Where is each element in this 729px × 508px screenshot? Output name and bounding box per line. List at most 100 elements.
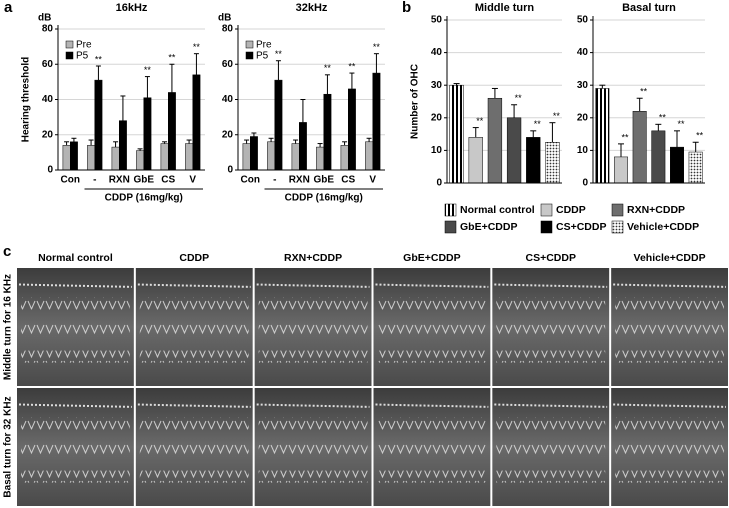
significance-label: ** [168, 53, 176, 63]
legend-swatch [65, 40, 74, 49]
column-header: RXN+CDDP [284, 252, 342, 264]
chart-title: 16kHz [116, 2, 148, 14]
panel-label: c [3, 243, 11, 260]
legend-swatch [540, 220, 553, 234]
legend-label: Pre [256, 40, 272, 51]
column-header: CS+CDDP [526, 252, 576, 264]
y-tick-label: 80 [222, 24, 234, 35]
bar [316, 146, 324, 171]
y-tick-label: 0 [227, 165, 233, 176]
y-unit: dB [218, 13, 231, 24]
bar [111, 146, 120, 171]
pillar-row [18, 283, 132, 288]
bar [87, 145, 96, 171]
bar [94, 79, 103, 171]
hair-cell-row [615, 444, 724, 457]
bar [143, 97, 152, 171]
bar [340, 145, 349, 171]
x-tick-label: GbE [313, 175, 334, 186]
pillar-row [375, 283, 489, 288]
hair-cell-row [615, 297, 724, 310]
hair-cell-row [21, 350, 130, 363]
bar [160, 143, 169, 171]
legend-label: CS+CDDP [556, 221, 606, 233]
legend-swatch [65, 51, 74, 60]
hair-cell-row [615, 350, 724, 363]
significance-label: ** [193, 42, 201, 52]
hair-cell-row [258, 324, 368, 337]
row-label: Basal turn for 32 KHz [3, 396, 14, 497]
chart-title: 32kHz [296, 2, 328, 14]
bar [526, 137, 541, 184]
column-header: Vehicle+CDDP [634, 252, 706, 264]
hair-cell-row [258, 350, 368, 363]
pillar-row [494, 283, 608, 288]
pillar-row [613, 403, 727, 408]
x-tick-label: - [93, 175, 96, 186]
bar [372, 72, 381, 171]
legend-swatch [245, 40, 254, 49]
pillar-row [256, 403, 370, 408]
bar [168, 92, 176, 171]
significance-label: ** [373, 42, 381, 52]
significance-label: ** [144, 65, 152, 75]
hair-cell-row [21, 444, 130, 457]
pillar-row [256, 283, 370, 288]
bar [348, 88, 356, 171]
bar [688, 151, 703, 184]
hair-cell-row [615, 417, 724, 430]
bar [250, 136, 258, 171]
bar [299, 122, 307, 171]
legend-swatch [611, 203, 624, 217]
hair-cell-row [258, 444, 368, 457]
hair-cell-row [139, 470, 249, 483]
bar [185, 143, 193, 171]
legend-label: Pre [76, 40, 92, 51]
significance-label: ** [621, 132, 629, 142]
bar [62, 145, 71, 171]
hair-cell-row [377, 417, 487, 430]
y-tick-label: 50 [431, 15, 443, 26]
y-tick-label: 80 [42, 24, 54, 35]
bar [468, 137, 483, 184]
bar [136, 150, 144, 171]
legend-swatch [611, 220, 624, 234]
legend-swatch [245, 51, 254, 60]
y-axis-label: Hearing threshold [21, 57, 32, 143]
y-tick-label: 10 [431, 145, 443, 156]
panel-label: a [4, 0, 13, 16]
pillar-row [137, 283, 251, 288]
y-tick-label: 50 [577, 15, 589, 26]
hair-cell-row [139, 444, 249, 457]
hair-cell-row [615, 470, 724, 483]
significance-label: ** [348, 61, 356, 71]
group-label: CDDP (16mg/kg) [105, 193, 183, 204]
chart-title: Middle turn [475, 2, 535, 14]
y-tick-label: 20 [431, 112, 443, 123]
y-tick-label: 60 [42, 59, 54, 70]
hair-cell-row [496, 470, 606, 483]
legend-swatch [444, 203, 457, 217]
x-tick-label: RXN [289, 175, 310, 186]
significance-label: ** [275, 49, 283, 59]
hair-cell-row [139, 297, 249, 310]
legend-label: Normal control [460, 204, 535, 216]
hair-cell-row [139, 324, 249, 337]
significance-label: ** [696, 131, 704, 141]
y-tick-label: 0 [582, 178, 588, 189]
bar [449, 84, 464, 184]
hair-cell-row [377, 297, 487, 310]
hair-cell-row [21, 470, 130, 483]
pillar-row [18, 403, 132, 408]
x-tick-label: V [369, 175, 376, 186]
y-tick-label: 30 [431, 80, 443, 91]
hair-cell-row [377, 324, 487, 337]
hair-cell-row [258, 417, 368, 430]
hair-cell-row [21, 324, 130, 337]
hair-cell-row [496, 417, 606, 430]
bar [291, 143, 300, 171]
bar [323, 93, 332, 171]
significance-label: ** [640, 87, 648, 97]
x-tick-label: Con [241, 175, 260, 186]
